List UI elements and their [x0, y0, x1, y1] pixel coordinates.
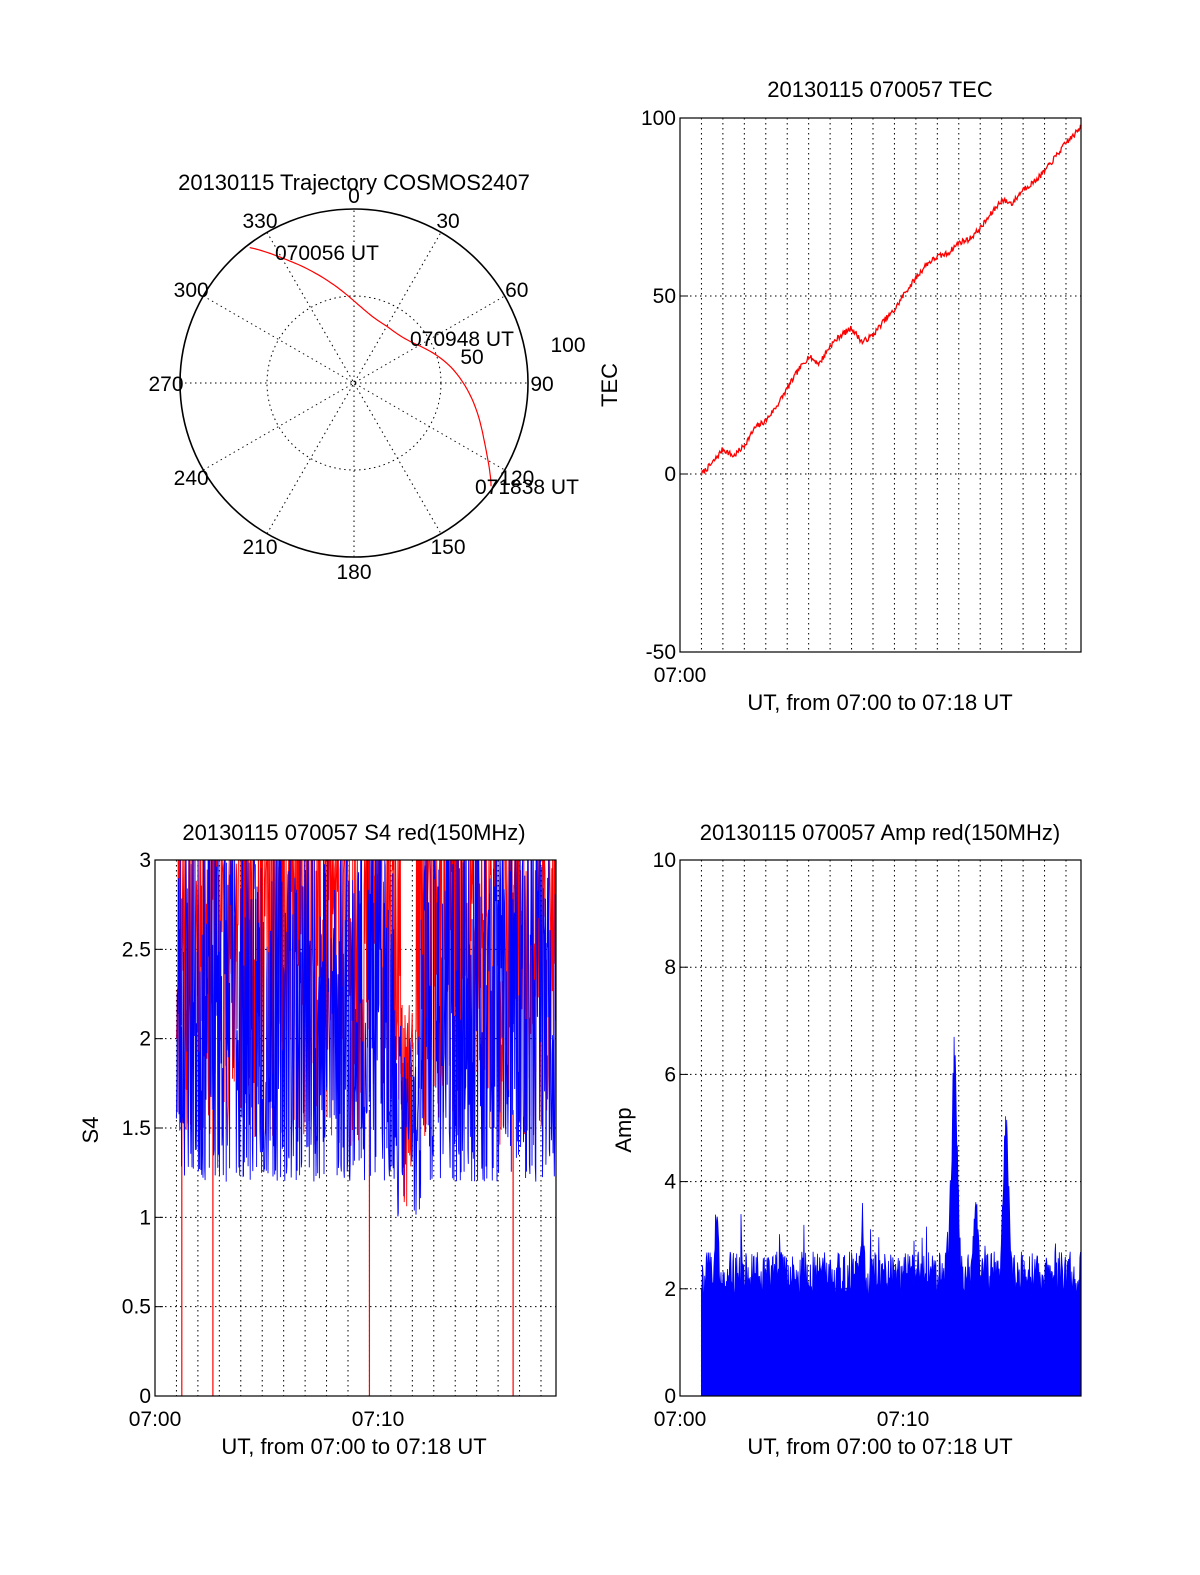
polar-spoke [266, 232, 442, 534]
trajectory-mid-time-label: 070948 UT [410, 328, 514, 351]
s4-title: 20130115 070057 S4 red(150MHz) [182, 820, 525, 845]
tec-x-axis-label: UT, from 07:00 to 07:18 UT [747, 690, 1012, 715]
s4-blue-series [175, 859, 557, 1217]
y-tick-label: 0.5 [122, 1296, 151, 1319]
polar-azimuth-label: 90 [530, 373, 553, 396]
polar-spoke [266, 232, 442, 534]
polar-inner-circle [266, 295, 442, 471]
polar-azimuth-label: 270 [148, 373, 183, 396]
polar-azimuth-labels: 0 30 60 90 120 150 180 210 240 270 300 330 [148, 185, 553, 584]
s4-x-tick-0700: 07:00 [129, 1408, 182, 1431]
amp-chart: 20130115 070057 Amp red(150MHz) 0246810 … [611, 820, 1082, 1459]
y-tick-label: 1.5 [122, 1117, 151, 1140]
polar-azimuth-label: 210 [242, 536, 277, 559]
y-tick-label: 50 [653, 285, 676, 308]
amp-x-axis-label: UT, from 07:00 to 07:18 UT [747, 1434, 1012, 1459]
tec-x-tick-0700: 07:00 [654, 664, 707, 687]
tec-y-axis-label: TEC [597, 363, 622, 407]
y-tick-label: -50 [646, 641, 676, 664]
y-tick-label: 8 [664, 956, 676, 979]
polar-azimuth-label: 30 [436, 210, 459, 233]
y-tick-label: 1 [139, 1206, 151, 1229]
trajectory-title: 20130115 Trajectory COSMOS2407 [178, 170, 530, 195]
polar-azimuth-label: 300 [174, 279, 209, 302]
trajectory-track-line [249, 247, 492, 487]
polar-azimuth-label: 240 [174, 467, 209, 490]
tec-grid [680, 118, 1081, 652]
polar-radial-label-100: 100 [550, 334, 585, 357]
tec-title: 20130115 070057 TEC [767, 77, 993, 102]
y-tick-label: 3 [139, 849, 151, 872]
polar-azimuth-label: 60 [505, 279, 528, 302]
polar-azimuth-label: 0 [348, 185, 360, 208]
y-tick-label: 0 [664, 463, 676, 486]
y-tick-label: 2 [664, 1278, 676, 1301]
amp-series-area [701, 1036, 1082, 1397]
y-tick-label: 0 [664, 1385, 676, 1408]
amp-title: 20130115 070057 Amp red(150MHz) [700, 820, 1060, 845]
y-tick-label: 2 [139, 1028, 151, 1051]
polar-azimuth-label: 180 [336, 561, 371, 584]
tec-plot-frame [679, 117, 1082, 653]
amp-y-tick-labels: 0 2 4 6 8 10 [653, 849, 688, 1408]
y-tick-label: 100 [641, 107, 676, 130]
y-tick-label: 0 [139, 1385, 151, 1408]
s4-y-tick-labels: 0 0.5 1 1.5 2 2.5 3 [122, 849, 163, 1408]
tec-series-line [700, 124, 1082, 476]
s4-y-axis-label: S4 [78, 1117, 103, 1144]
polar-spokes [180, 209, 528, 557]
trajectory-start-time-label: 070056 UT [275, 242, 379, 265]
y-tick-label: 4 [664, 1171, 676, 1194]
polar-azimuth-label: 120 [499, 467, 534, 490]
polar-radial-label-50: 50 [460, 346, 483, 369]
amp-y-axis-label: Amp [611, 1107, 636, 1152]
tec-chart: 20130115 070057 TEC -50 0 50 100 07:00 UT, … [597, 77, 1082, 715]
polar-spoke [203, 295, 505, 471]
amp-plot-frame [679, 859, 1082, 1397]
trajectory-polar-plot: 20130115 Trajectory COSMOS2407 0 30 60 90 12… [148, 170, 585, 584]
amp-x-tick-0700: 07:00 [654, 1408, 707, 1431]
amp-x-tick-0710: 07:10 [877, 1408, 930, 1431]
trajectory-end-time-label: 071838 UT [475, 476, 579, 499]
s4-chart: 20130115 070057 S4 red(150MHz) 0 0.5 1 1.5 2… [78, 820, 557, 1459]
y-tick-label: 2.5 [122, 938, 151, 961]
s4-x-axis-label: UT, from 07:00 to 07:18 UT [221, 1434, 486, 1459]
y-tick-label: 6 [664, 1063, 676, 1086]
y-tick-label: 10 [653, 849, 676, 872]
polar-azimuth-label: 150 [430, 536, 465, 559]
tec-y-tick-labels: -50 0 50 100 [641, 107, 688, 664]
polar-spoke [203, 295, 505, 471]
s4-x-tick-0710: 07:10 [352, 1408, 405, 1431]
polar-azimuth-label: 330 [242, 210, 277, 233]
